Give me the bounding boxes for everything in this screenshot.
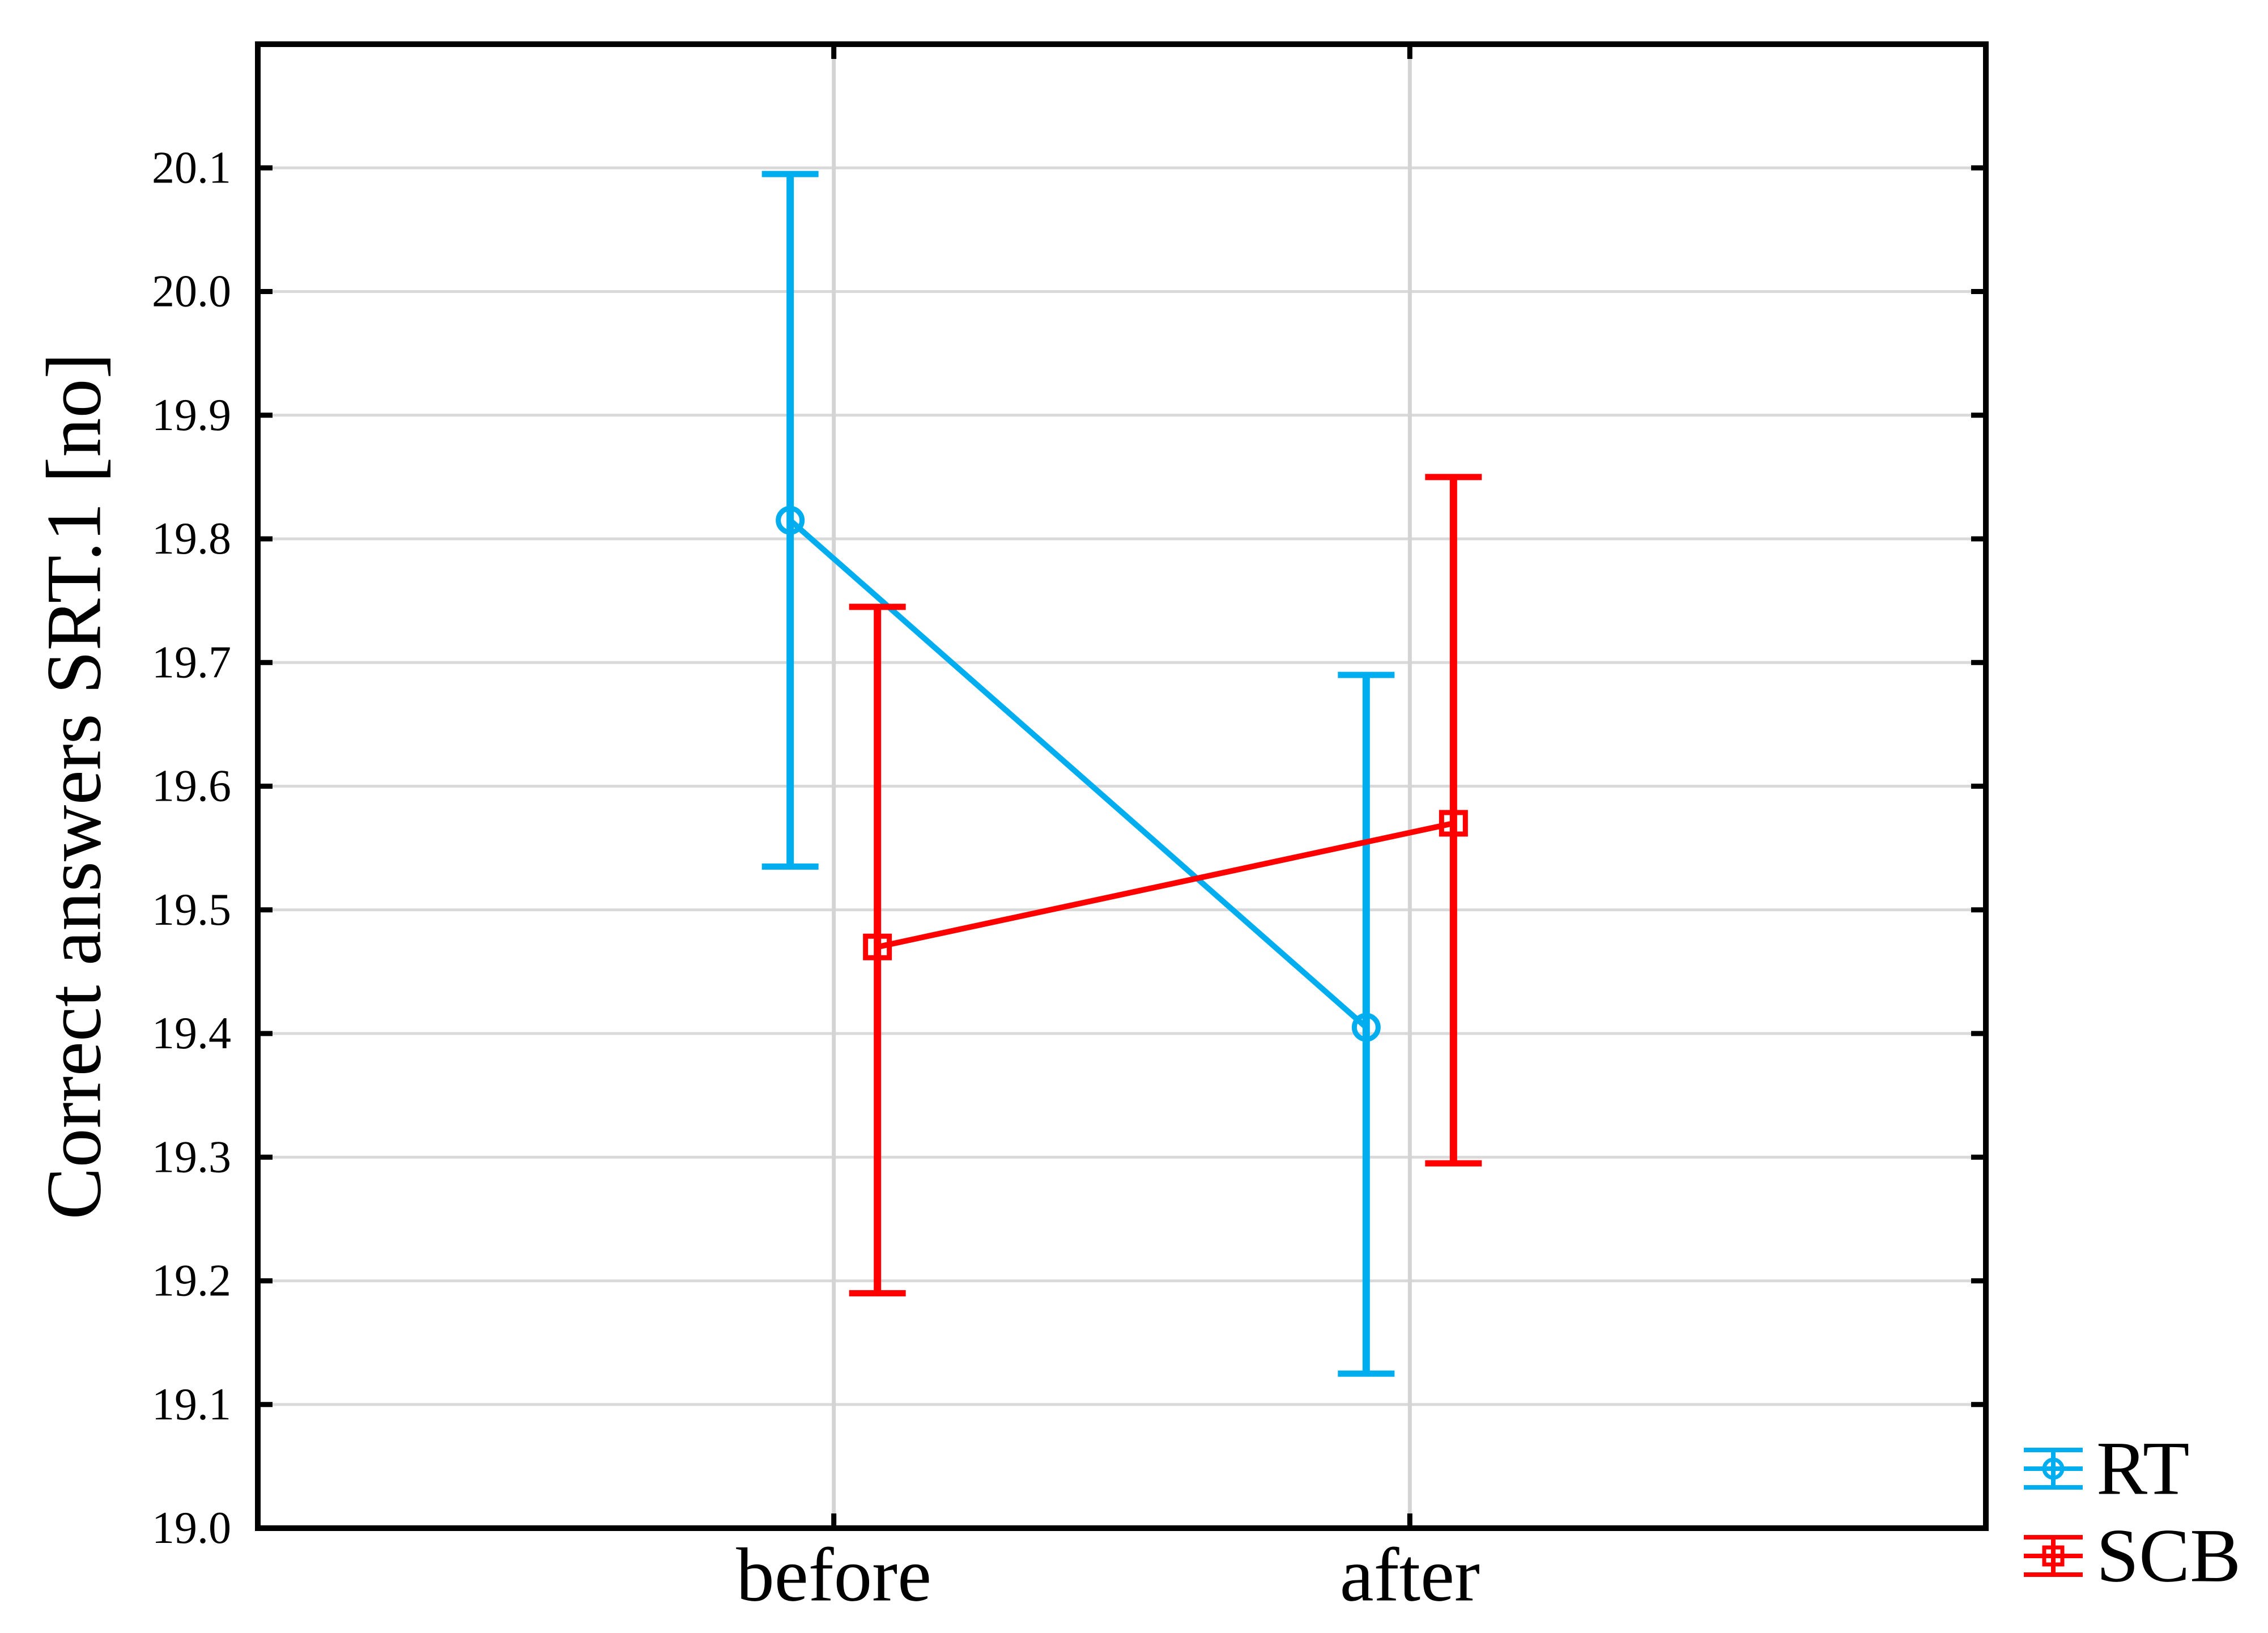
legend-label-RT: RT [2096, 1427, 2189, 1511]
y-tick-label: 19.0 [152, 1503, 231, 1553]
legend-square-marker-icon [2042, 1545, 2065, 1567]
y-tick-label: 19.1 [152, 1380, 231, 1430]
marker-circle-RT [1351, 1013, 1381, 1042]
x-category-label: before [736, 1533, 931, 1618]
y-tick-label: 19.8 [152, 514, 231, 564]
y-tick-label: 20.0 [152, 267, 231, 317]
y-tick-label: 19.3 [152, 1132, 231, 1182]
legend-label-SCB: SCB [2096, 1514, 2241, 1598]
legend-circle-marker-icon [2042, 1457, 2065, 1480]
marker-circle-RT [776, 505, 805, 535]
axis-ticks [258, 44, 1986, 1531]
y-tick-label: 20.1 [152, 143, 231, 193]
y-axis-title: Correct answers SRT.1 [no] [31, 353, 117, 1220]
marker-square-SCB [863, 933, 892, 960]
y-tick-label: 19.6 [152, 762, 231, 811]
y-tick-label: 19.5 [152, 885, 231, 935]
y-tick-label: 19.7 [152, 637, 231, 687]
legend-item-SCB: SCB [2024, 1514, 2241, 1598]
y-tick-label: 19.2 [152, 1256, 231, 1306]
mean-line-SCB [876, 820, 1454, 950]
y-tick-label: 19.9 [152, 390, 231, 440]
marker-square-SCB [1439, 810, 1468, 837]
y-tick-label: 19.4 [152, 1009, 231, 1058]
legend-item-RT: RT [2024, 1427, 2189, 1511]
series-RT [761, 171, 1395, 1377]
gridlines [258, 44, 1986, 1528]
series-SCB [849, 474, 1482, 1296]
x-category-label: after [1340, 1533, 1480, 1618]
